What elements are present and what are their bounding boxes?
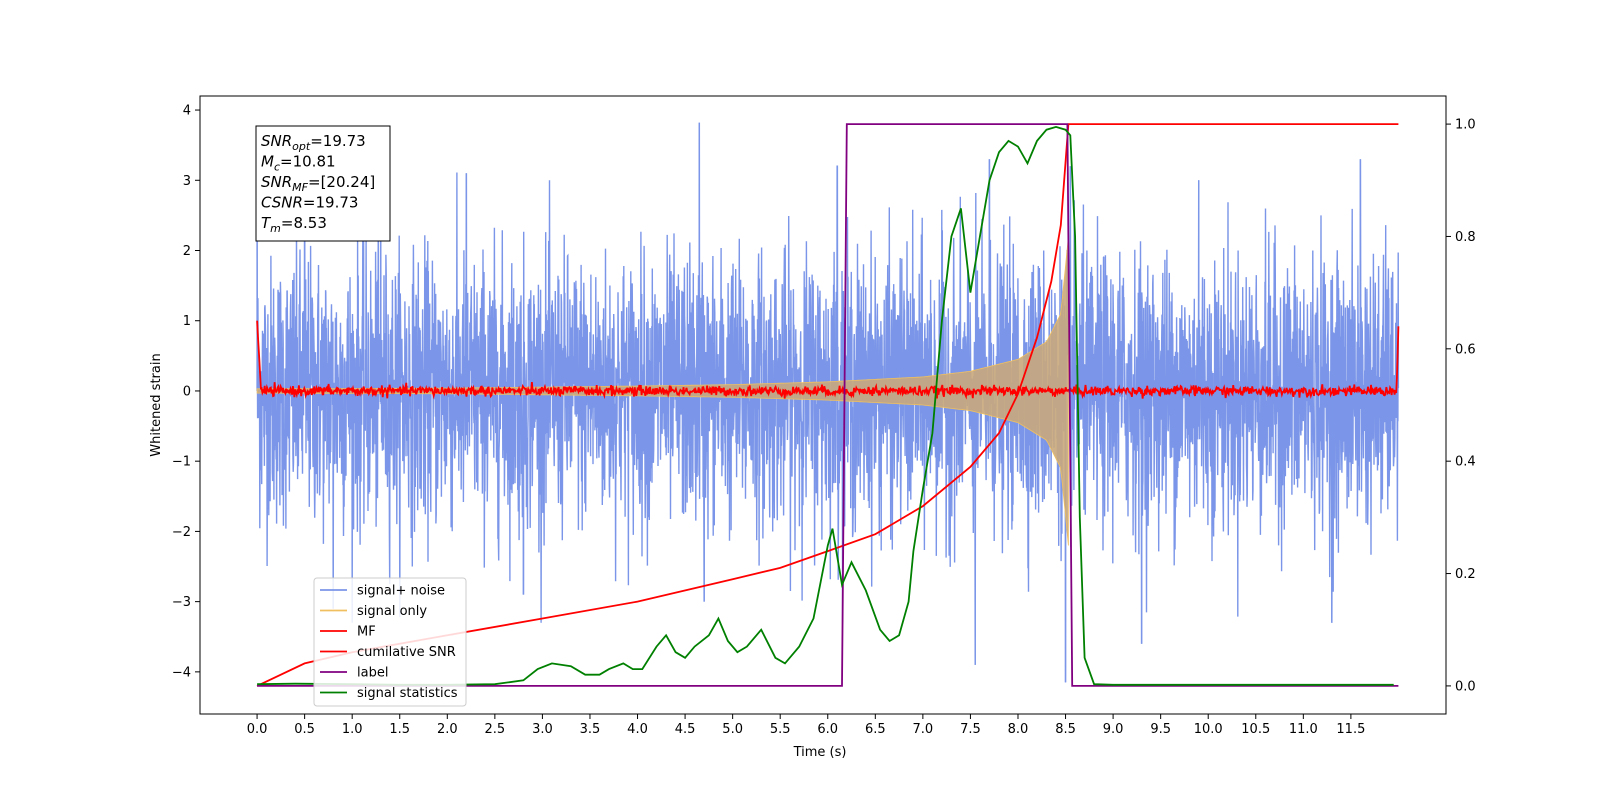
y2-axis-ticks: 1.0 0.8 0.6 0.4 0.2 0.0 bbox=[1446, 118, 1476, 694]
x-tick-label: 2.0 bbox=[437, 722, 458, 737]
x-tick-label: 3.0 bbox=[532, 722, 553, 737]
annotation-subscript: m bbox=[270, 222, 281, 235]
annotation-value: =19.73 bbox=[310, 132, 366, 150]
y-tick-label: −1 bbox=[172, 455, 191, 470]
annotation-subscript: opt bbox=[292, 140, 311, 153]
y2-tick-label: 1.0 bbox=[1455, 118, 1476, 133]
x-tick-label: 9.5 bbox=[1150, 722, 1171, 737]
x-tick-label: 9.0 bbox=[1103, 722, 1124, 737]
y2-tick-label: 0.0 bbox=[1455, 679, 1476, 694]
y-axis-ticks: 4 3 2 1 0 −1 −2 −3 −4 bbox=[172, 104, 200, 680]
annotation-symbol: CSNR bbox=[261, 194, 303, 212]
y-tick-label: 2 bbox=[183, 244, 191, 259]
x-axis-ticks: 0.0 0.5 1.0 1.5 2.0 2.5 3.0 3.5 4.0 4.5 5.0 5.5 6.0 6… bbox=[247, 714, 1365, 737]
annotation-symbol: T bbox=[261, 214, 272, 232]
legend-label: signal only bbox=[357, 604, 427, 619]
annotation-line: CSNR=19.73 bbox=[261, 194, 358, 212]
y-tick-label: −3 bbox=[172, 595, 191, 610]
y-tick-label: −2 bbox=[172, 525, 191, 540]
y2-tick-label: 0.4 bbox=[1455, 455, 1476, 470]
x-tick-label: 11.5 bbox=[1336, 722, 1365, 737]
y-tick-label: 0 bbox=[183, 384, 191, 399]
x-tick-label: 8.5 bbox=[1055, 722, 1076, 737]
x-tick-label: 6.0 bbox=[817, 722, 838, 737]
legend-label: MF bbox=[357, 625, 376, 640]
y-tick-label: 1 bbox=[183, 314, 191, 329]
x-tick-label: 4.5 bbox=[675, 722, 696, 737]
annotation-symbol: M bbox=[261, 153, 274, 171]
legend: signal+ noise signal only MF cumilative SNR… bbox=[313, 577, 467, 707]
y-tick-label: −4 bbox=[172, 665, 191, 680]
y2-tick-label: 0.8 bbox=[1455, 230, 1476, 245]
mf-line bbox=[256, 320, 1400, 400]
y-axis-label: Whitened strain bbox=[149, 353, 164, 456]
stats-annotation-box: SNRopt=19.73Mc=10.81SNRMF=[20.24]CSNR=19… bbox=[255, 125, 391, 242]
x-tick-label: 7.5 bbox=[960, 722, 981, 737]
annotation-subscript: MF bbox=[292, 181, 308, 194]
annotation-line: Mc=10.81 bbox=[261, 153, 336, 174]
y2-tick-label: 0.2 bbox=[1455, 567, 1476, 582]
annotation-subscript: c bbox=[274, 161, 280, 174]
x-tick-label: 2.5 bbox=[485, 722, 506, 737]
y2-tick-label: 0.6 bbox=[1455, 342, 1476, 357]
annotation-symbol: SNR bbox=[261, 173, 292, 191]
legend-frame bbox=[313, 577, 467, 707]
label-line bbox=[257, 123, 1399, 687]
x-tick-label: 1.5 bbox=[389, 722, 410, 737]
x-tick-label: 7.0 bbox=[913, 722, 934, 737]
annotation-value: =[20.24] bbox=[308, 173, 375, 191]
x-tick-label: 0.0 bbox=[247, 722, 268, 737]
x-tick-label: 0.5 bbox=[294, 722, 315, 737]
x-tick-label: 8.0 bbox=[1008, 722, 1029, 737]
annotation-line: SNRopt=19.73 bbox=[261, 132, 366, 153]
legend-label: cumilative SNR bbox=[357, 645, 456, 660]
plot-frame bbox=[199, 95, 1447, 715]
y-tick-label: 4 bbox=[183, 104, 191, 119]
x-tick-label: 6.5 bbox=[865, 722, 886, 737]
legend-label: signal statistics bbox=[357, 686, 458, 701]
y-tick-label: 3 bbox=[183, 174, 191, 189]
x-tick-label: 10.0 bbox=[1194, 722, 1223, 737]
x-tick-label: 10.5 bbox=[1241, 722, 1270, 737]
annotation-frame bbox=[255, 125, 391, 242]
legend-label: label bbox=[357, 666, 388, 681]
annotation-line: SNRMF=[20.24] bbox=[261, 173, 375, 194]
annotation-line: Tm=8.53 bbox=[261, 214, 327, 235]
annotation-value: =8.53 bbox=[281, 214, 327, 232]
signal-noise-series bbox=[256, 122, 1400, 683]
x-tick-label: 1.0 bbox=[342, 722, 363, 737]
legend-label: signal+ noise bbox=[357, 584, 445, 599]
x-tick-label: 11.0 bbox=[1289, 722, 1318, 737]
x-tick-label: 4.0 bbox=[627, 722, 648, 737]
x-tick-label: 5.0 bbox=[722, 722, 743, 737]
x-axis-label: Time (s) bbox=[793, 745, 847, 760]
signal-statistics-line bbox=[257, 125, 1394, 686]
annotation-value: =10.81 bbox=[280, 153, 336, 171]
annotation-symbol: SNR bbox=[261, 132, 292, 150]
annotation-value: =19.73 bbox=[303, 194, 359, 212]
x-tick-label: 3.5 bbox=[580, 722, 601, 737]
x-tick-label: 5.5 bbox=[770, 722, 791, 737]
